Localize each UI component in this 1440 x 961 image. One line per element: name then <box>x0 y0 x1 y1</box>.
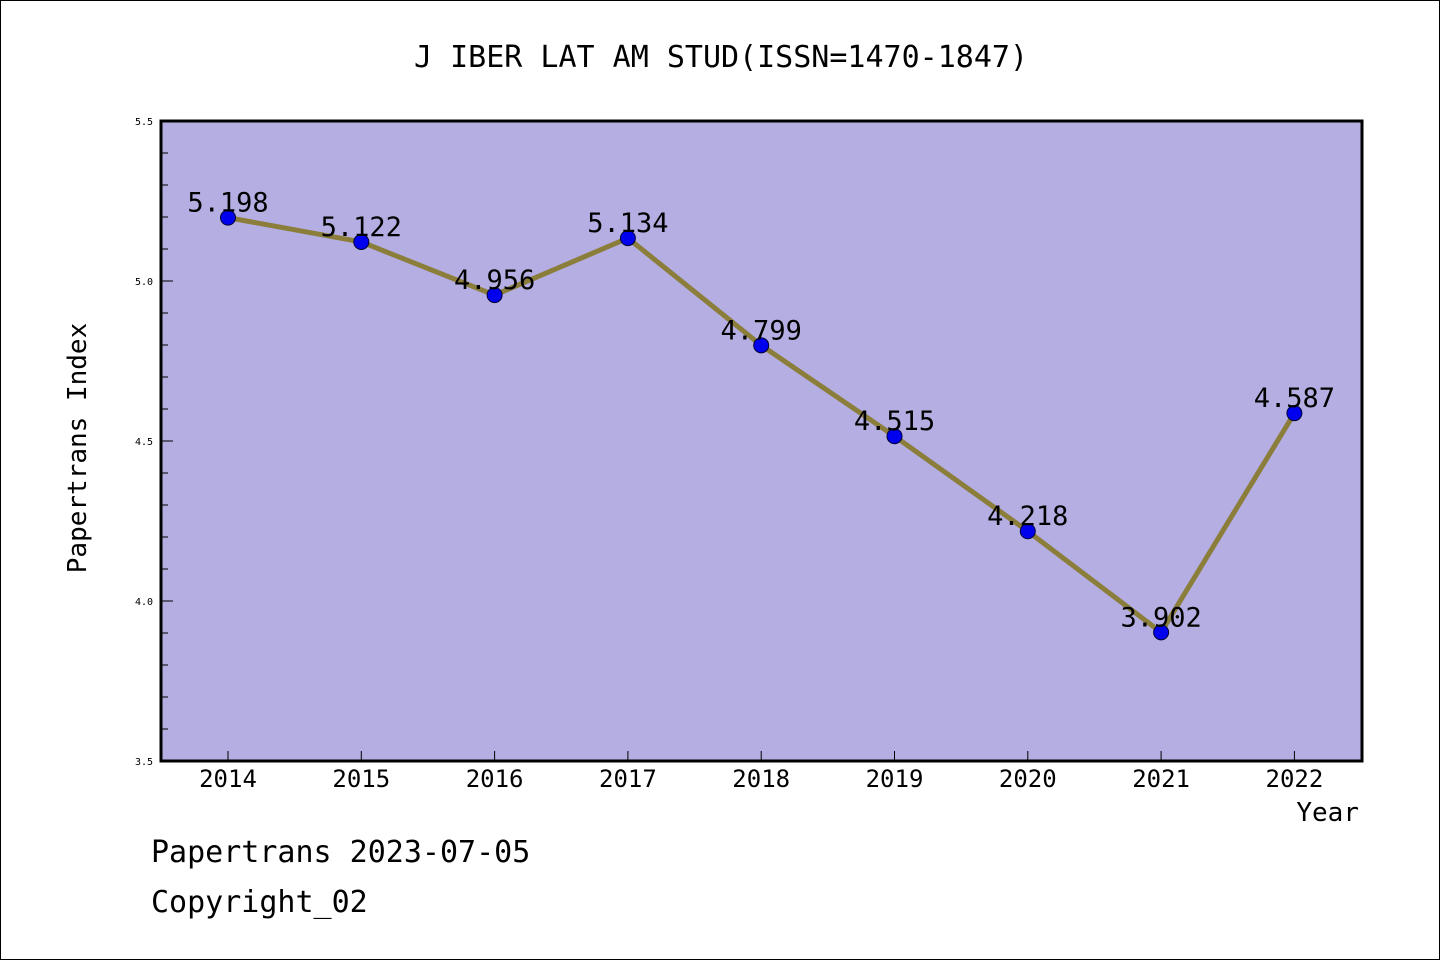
data-point <box>1153 624 1170 641</box>
data-label: 4.587 <box>1254 383 1335 414</box>
plot-area <box>159 119 1364 763</box>
x-tick-label: 2018 <box>732 765 790 793</box>
chart-title: J IBER LAT AM STUD(ISSN=1470-1847) <box>414 40 1028 75</box>
data-point <box>753 337 770 354</box>
x-tick-label: 2014 <box>199 765 257 793</box>
data-point <box>353 233 370 250</box>
data-point <box>1019 523 1036 540</box>
data-label: 5.198 <box>187 188 268 219</box>
data-label: 5.134 <box>587 208 668 239</box>
data-point <box>220 209 236 226</box>
data-point <box>486 287 503 304</box>
y-tick-label: 4.5 <box>135 437 153 448</box>
y-axis: 3.5 4.0 4.5 5.0 5.5 <box>135 117 173 768</box>
x-tick-label: 2020 <box>999 765 1057 793</box>
x-axis: 2014 2015 2016 2017 2018 2019 2020 2021 2022 <box>199 751 1323 793</box>
x-tick-label: 2016 <box>466 765 524 793</box>
x-tick-label: 2021 <box>1132 765 1190 793</box>
y-tick-label: 5.5 <box>135 117 153 128</box>
data-point <box>1286 405 1303 422</box>
data-label: 4.515 <box>854 406 935 437</box>
y-tick-label: 4.0 <box>135 597 153 608</box>
data-point <box>886 428 903 445</box>
x-tick-label: 2022 <box>1266 765 1324 793</box>
y-axis-label: Papertrans Index <box>63 323 93 573</box>
x-axis-label: Year <box>1296 798 1359 828</box>
series-layer: 5.198 5.122 4.956 5.134 4.799 4.515 4.218 3.902… <box>187 188 1335 641</box>
x-tick-label: 2017 <box>599 765 657 793</box>
data-label: 5.122 <box>321 212 402 243</box>
data-label: 4.956 <box>454 265 535 296</box>
data-label: 4.799 <box>721 315 802 346</box>
data-label: 4.218 <box>987 501 1068 532</box>
data-label: 3.902 <box>1120 602 1201 633</box>
footer-date-stamp: Papertrans 2023-07-05 <box>151 835 531 870</box>
x-tick-label: 2019 <box>866 765 924 793</box>
data-point <box>619 230 636 247</box>
x-tick-label: 2015 <box>332 765 390 793</box>
y-tick-label: 5.0 <box>135 277 153 288</box>
y-tick-label: 3.5 <box>135 757 153 768</box>
footer-copyright: Copyright_02 <box>151 885 368 920</box>
